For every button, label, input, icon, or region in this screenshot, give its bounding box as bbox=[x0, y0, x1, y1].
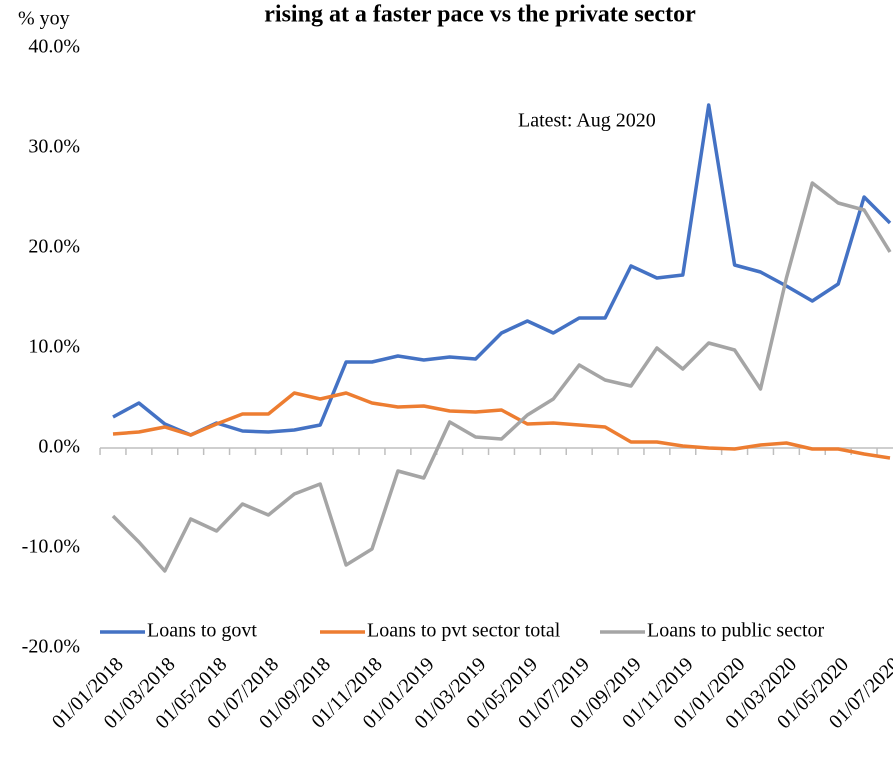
chart-title: rising at a faster pace vs the private s… bbox=[264, 2, 696, 28]
y-tick-label: 10.0% bbox=[28, 336, 80, 358]
series-line bbox=[112, 103, 892, 437]
annotation: Latest: Aug 2020 bbox=[518, 110, 656, 132]
y-tick-label: 0.0% bbox=[38, 436, 80, 458]
y-tick-label: 40.0% bbox=[28, 36, 80, 58]
y-tick-label: 20.0% bbox=[28, 236, 80, 258]
legend-label: Loans to govt bbox=[147, 620, 257, 642]
series-line bbox=[112, 391, 891, 460]
y-tick-label: -20.0% bbox=[22, 636, 80, 658]
legend-label: Loans to pvt sector total bbox=[367, 620, 561, 642]
y-axis-label: % yoy bbox=[18, 8, 70, 30]
series-line bbox=[111, 181, 892, 573]
y-tick-label: -10.0% bbox=[22, 536, 80, 558]
legend-label: Loans to public sector bbox=[647, 620, 825, 642]
y-tick-label: 30.0% bbox=[28, 136, 80, 158]
